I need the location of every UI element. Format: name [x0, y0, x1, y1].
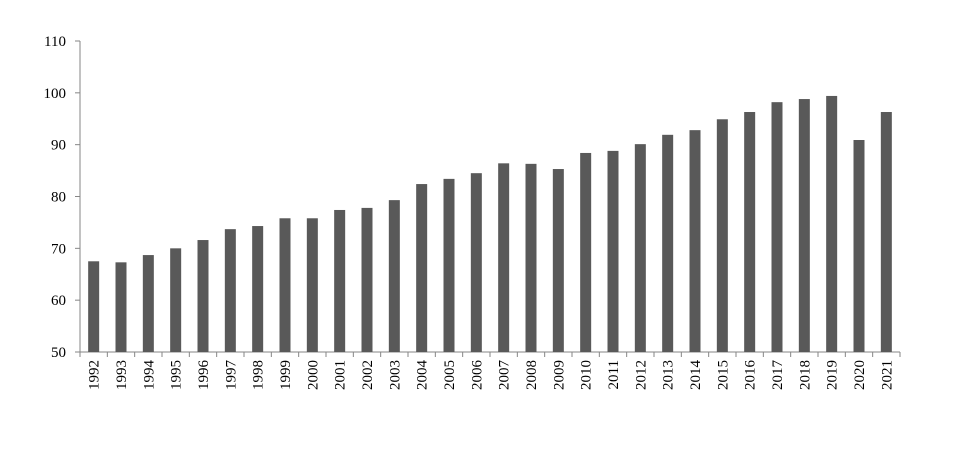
x-tick-label: 1997	[223, 360, 239, 391]
x-tick-label: 1994	[141, 360, 157, 391]
bar	[470, 173, 482, 352]
bar	[142, 255, 154, 352]
x-tick-label: 2004	[415, 360, 431, 391]
x-tick-label: 1992	[87, 360, 103, 390]
x-tick-label: 1993	[114, 360, 130, 390]
bar	[771, 102, 783, 352]
x-tick-label: 1998	[251, 360, 267, 390]
x-tick-label: 2010	[579, 360, 595, 390]
x-tick-label: 1996	[196, 360, 212, 391]
y-tick-label: 70	[51, 241, 66, 257]
x-tick-label: 2018	[797, 360, 813, 390]
bar	[252, 226, 264, 352]
bar	[716, 119, 728, 352]
x-tick-label: 2002	[360, 360, 376, 390]
y-tick-label: 50	[51, 345, 66, 361]
bar	[607, 150, 619, 352]
bar	[334, 209, 346, 352]
bar	[525, 163, 537, 352]
x-tick-label: 2005	[442, 360, 458, 390]
x-tick-label: 2008	[524, 360, 540, 390]
bar	[498, 163, 510, 352]
x-tick-label: 2001	[333, 360, 349, 390]
bar	[306, 218, 318, 352]
bar	[744, 112, 756, 353]
x-tick-label: 2012	[633, 360, 649, 390]
x-tick-label: 2015	[715, 360, 731, 390]
x-tick-label: 1999	[278, 360, 294, 390]
bar	[443, 178, 455, 352]
y-tick-label: 100	[44, 86, 67, 102]
bar	[416, 184, 428, 352]
bar	[689, 130, 701, 352]
x-tick-label: 2011	[606, 360, 622, 389]
x-tick-label: 2009	[551, 360, 567, 390]
bar	[880, 112, 892, 353]
bar	[662, 134, 674, 352]
bar	[826, 95, 838, 353]
y-tick-label: 110	[44, 34, 66, 50]
bar	[279, 218, 291, 352]
x-tick-label: 1995	[169, 360, 185, 390]
y-tick-label: 90	[51, 138, 66, 154]
bar	[224, 229, 236, 352]
bar	[634, 144, 646, 352]
bar	[170, 248, 182, 352]
bar	[580, 152, 592, 352]
x-tick-label: 2007	[497, 360, 513, 391]
x-tick-label: 2000	[305, 360, 321, 390]
x-tick-label: 2003	[387, 360, 403, 390]
x-tick-label: 2016	[743, 360, 759, 391]
x-tick-label: 2006	[469, 360, 485, 391]
bar	[853, 140, 865, 352]
x-tick-label: 2014	[688, 360, 704, 391]
x-tick-label: 2020	[852, 360, 868, 390]
bar	[361, 207, 373, 352]
x-tick-label: 2013	[661, 360, 677, 390]
x-tick-label: 2017	[770, 360, 786, 391]
bar	[197, 240, 209, 352]
x-tick-label: 2021	[879, 360, 895, 390]
x-tick-label: 2019	[825, 360, 841, 390]
y-tick-label: 80	[51, 190, 66, 206]
bar	[388, 200, 400, 352]
bar	[552, 169, 564, 352]
y-tick-label: 60	[51, 293, 66, 309]
bar	[115, 262, 127, 352]
bar	[88, 261, 100, 352]
bar	[798, 99, 810, 352]
